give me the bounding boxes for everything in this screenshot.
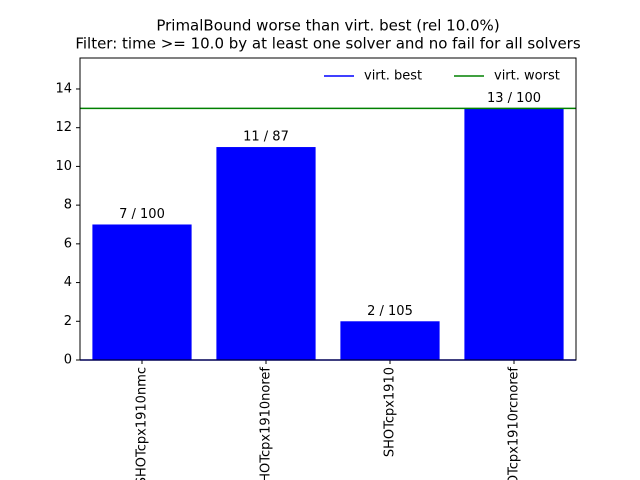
value-label: 13 / 100: [487, 91, 541, 106]
y-tick-label: 8: [64, 198, 72, 213]
x-tick-label: SHOTcpx1910: [383, 367, 398, 457]
bar: [92, 224, 192, 360]
y-tick-label: 12: [55, 120, 72, 135]
y-tick-label: 6: [64, 236, 72, 251]
value-label: 11 / 87: [243, 130, 289, 145]
value-label: 2 / 105: [367, 304, 413, 319]
legend-label: virt. worst: [494, 69, 560, 84]
y-tick-label: 10: [55, 159, 72, 174]
bar: [216, 147, 316, 360]
x-tick-label: SHOTcpx1910noref: [259, 367, 274, 480]
value-label: 7 / 100: [119, 207, 165, 222]
legend-label: virt. best: [364, 69, 422, 84]
y-tick-label: 4: [64, 275, 72, 290]
x-tick-label: SHOTcpx1910rcnoref: [507, 367, 522, 480]
plot-frame: [79, 57, 577, 361]
chart-subtitle: Filter: time >= 10.0 by at least one sol…: [75, 35, 581, 53]
bar: [340, 321, 440, 360]
bar: [464, 108, 564, 360]
y-tick-label: 2: [64, 314, 72, 329]
chart-title: PrimalBound worse than virt. best (rel 1…: [156, 17, 499, 35]
x-tick-label: SHOTcpx1910nmc: [135, 367, 150, 480]
y-tick-label: 14: [55, 81, 72, 96]
y-tick-label: 0: [64, 353, 72, 368]
